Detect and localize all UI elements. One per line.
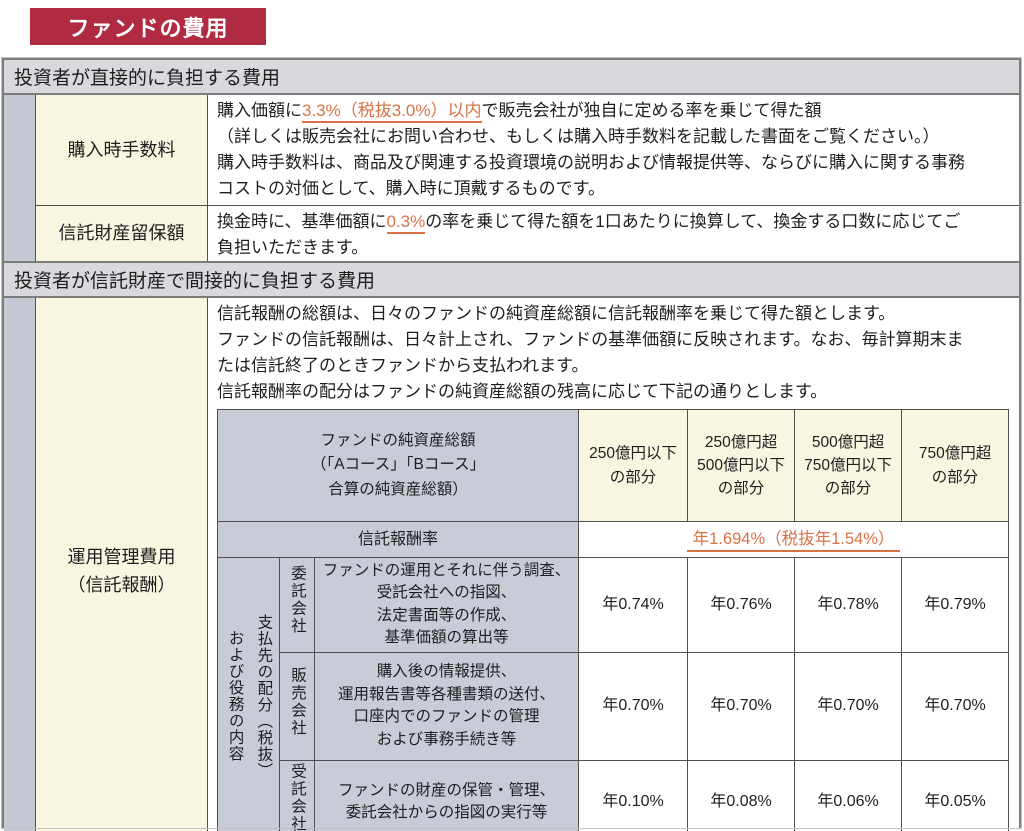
management-fee-intro-1: 信託報酬の総額は、日々のファンドの純資産総額に信託報酬率を乗じて得た額とします。 [217, 304, 896, 323]
section-indirect-body: 運用管理費用 （信託報酬） 信託報酬の総額は、日々のファンドの純資産総額に信託報… [4, 298, 1019, 831]
retention-suffix: の率を乗じて得た額を1口あたりに換算して、換金する口数に応じてご 負担いただきま… [217, 212, 961, 257]
payee-group-label: 支払先の配分（税抜） および役務の内容 [226, 613, 273, 779]
tier-header-cell-2: 250億円超 500億円以下 の部分 [687, 409, 796, 522]
management-fee-label: 運用管理費用 （信託報酬） [36, 298, 208, 831]
retention-fee-line: 換金時に、基準価額に0.3%の率を乗じて得た額を1口あたりに換算して、換金する口… [217, 209, 1013, 261]
payee-label-jutaku: 受託会社 [289, 762, 306, 831]
trust-fee-rate-row: 信託報酬率 年1.694%（税抜年1.54%） [216, 521, 1010, 558]
management-fee-intro-2: ファンドの信託報酬は、日々計上され、ファンドの基準価額に反映されます。なお、毎計… [217, 330, 964, 375]
tier-header-cell-1: 250億円以下 の部分 [578, 409, 689, 522]
fee-value-cell: 年0.78% [794, 557, 903, 653]
payee-label-itaku: 委託会社 [289, 565, 306, 636]
retention-fee-content: 換金時に、基準価額に0.3%の率を乗じて得た額を1口あたりに換算して、換金する口… [208, 206, 1019, 261]
payee-group-label-cell: 支払先の配分（税抜） および役務の内容 [217, 557, 280, 831]
retention-fee-label: 信託財産留保額 [36, 206, 208, 261]
net-assets-header-cell: ファンドの純資産総額 （「Aコース」「Bコース」 合算の純資産総額） [216, 409, 580, 522]
purchase-fee-line1-suffix: で販売会社が独自に定める率を乗じて得た額 [481, 101, 822, 120]
purchase-fee-rate-highlight: 3.3%（税抜3.0%）以内 [302, 101, 482, 123]
fee-value-cell: 年0.70% [687, 651, 796, 761]
purchase-fee-line1: 購入価額に3.3%（税抜3.0%）以内で販売会社が独自に定める率を乗じて得た額 [217, 98, 1013, 124]
purchase-fee-label: 購入時手数料 [36, 95, 208, 205]
payee-label-cell: 受託会社 [279, 759, 315, 831]
section-indirect-rows: 運用管理費用 （信託報酬） 信託報酬の総額は、日々のファンドの純資産総額に信託報… [36, 298, 1019, 831]
section-spacer-column [4, 95, 36, 261]
tier-header-row: ファンドの純資産総額 （「Aコース」「Bコース」 合算の純資産総額） 250億円… [216, 409, 1010, 522]
payee-label-hanbai: 販売会社 [289, 666, 306, 737]
purchase-fee-line1-prefix: 購入価額に [217, 101, 302, 120]
payee-row-itaku: 支払先の配分（税抜） および役務の内容 委託会社 ファンドの運用とそれに伴う調査… [217, 557, 1010, 831]
section-header-indirect: 投資者が信託財産で間接的に負担する費用 [4, 263, 1019, 298]
fee-value-cell: 年0.70% [578, 651, 689, 761]
section-direct-rows: 購入時手数料 購入価額に3.3%（税抜3.0%）以内で販売会社が独自に定める率を… [36, 95, 1019, 261]
page-title: ファンドの費用 [30, 8, 266, 45]
fee-value-cell: 年0.05% [901, 759, 1010, 831]
payee-label-cell: 委託会社 [279, 557, 315, 653]
section-header-direct: 投資者が直接的に負担する費用 [4, 60, 1019, 95]
payee-row-jutaku: 受託会社 ファンドの財産の保管・管理、 委託会社からの指図の実行等 年0.10%… [218, 759, 1010, 831]
fees-table: 投資者が直接的に負担する費用 購入時手数料 購入価額に3.3%（税抜3.0%）以… [1, 57, 1022, 831]
payee-row-hanbai: 販売会社 購入後の情報提供、 運用報告書等各種書類の送付、 口座内でのファンドの… [218, 651, 1010, 761]
retention-rate-highlight: 0.3% [386, 212, 426, 234]
trust-fee-rate-label: 信託報酬率 [216, 521, 580, 558]
payee-duties-jutaku: ファンドの財産の保管・管理、 委託会社からの指図の実行等 [313, 759, 580, 831]
fee-value-cell: 年0.06% [794, 759, 903, 831]
trust-fee-rate-value: 年1.694%（税抜年1.54%） [686, 530, 901, 552]
payee-duties-hanbai: 購入後の情報提供、 運用報告書等各種書類の送付、 口座内でのファンドの管理 およ… [313, 651, 580, 761]
fee-value-cell: 年0.74% [578, 557, 689, 653]
tier-header-cell-3: 500億円超 750億円以下 の部分 [794, 409, 903, 522]
fee-value-cell: 年0.76% [687, 557, 796, 653]
section-direct-body: 購入時手数料 購入価額に3.3%（税抜3.0%）以内で販売会社が独自に定める率を… [4, 95, 1019, 263]
retention-fee-row: 信託財産留保額 換金時に、基準価額に0.3%の率を乗じて得た額を1口あたりに換算… [36, 206, 1019, 261]
management-fee-row: 運用管理費用 （信託報酬） 信託報酬の総額は、日々のファンドの純資産総額に信託報… [36, 298, 1019, 831]
payee-duties-itaku: ファンドの運用とそれに伴う調査、 受託会社への指図、 法定書面等の作成、 基準価… [313, 557, 580, 653]
section-spacer-column [4, 298, 36, 831]
purchase-fee-line2: （詳しくは販売会社にお問い合わせ、もしくは購入時手数料を記載した書面をご覧くださ… [217, 127, 940, 146]
fee-value-cell: 年0.08% [687, 759, 796, 831]
management-fee-intro-3: 信託報酬率の配分はファンドの純資産総額の残高に応じて下記の通りとします。 [217, 382, 828, 401]
fee-breakdown-table: ファンドの純資産総額 （「Aコース」「Bコース」 合算の純資産総額） 250億円… [216, 409, 1010, 831]
purchase-fee-line3: 購入時手数料は、商品及び関連する投資環境の説明および情報提供等、ならびに購入に関… [217, 153, 965, 198]
fee-value-cell: 年0.10% [578, 759, 689, 831]
payee-label-cell: 販売会社 [279, 651, 315, 761]
fee-value-cell: 年0.70% [901, 651, 1010, 761]
management-fee-content: 信託報酬の総額は、日々のファンドの純資産総額に信託報酬率を乗じて得た額とします。… [208, 298, 1019, 831]
retention-prefix: 換金時に、基準価額に [217, 212, 387, 231]
trust-fee-rate-value-cell: 年1.694%（税抜年1.54%） [578, 521, 1010, 558]
fee-value-cell: 年0.70% [794, 651, 903, 761]
purchase-fee-row: 購入時手数料 購入価額に3.3%（税抜3.0%）以内で販売会社が独自に定める率を… [36, 95, 1019, 206]
fee-value-cell: 年0.79% [901, 557, 1010, 653]
purchase-fee-content: 購入価額に3.3%（税抜3.0%）以内で販売会社が独自に定める率を乗じて得た額 … [208, 95, 1019, 205]
tier-header-cell-4: 750億円超 の部分 [901, 409, 1010, 522]
